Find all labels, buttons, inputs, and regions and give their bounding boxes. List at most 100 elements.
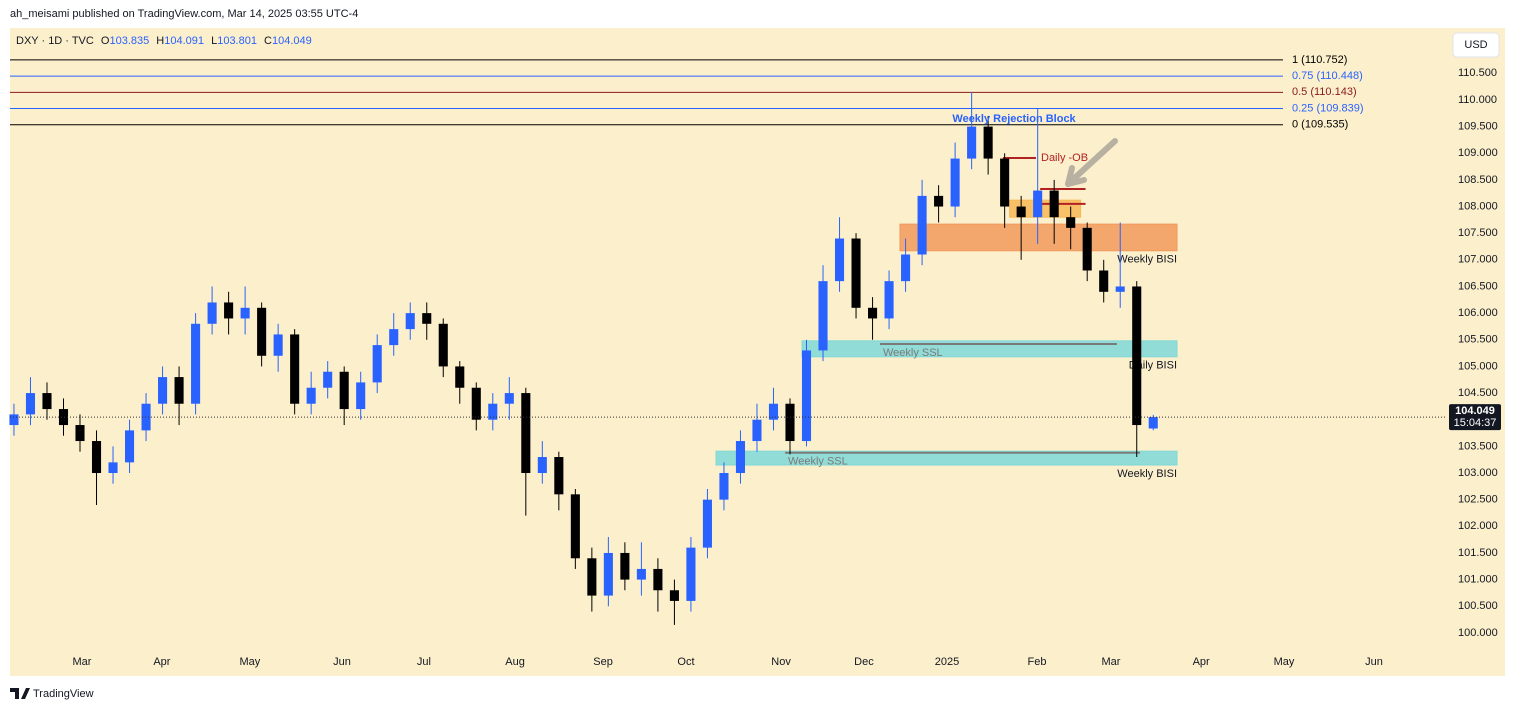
candle-body <box>1016 206 1026 218</box>
y-tick-label: 100.500 <box>1458 600 1498 612</box>
candle-body <box>1099 270 1109 292</box>
y-tick-label: 107.500 <box>1458 227 1498 239</box>
candle-body <box>306 387 316 404</box>
candle-body <box>950 158 960 207</box>
candle-body <box>587 558 597 596</box>
candle-body <box>537 457 547 474</box>
ohlc-value: 104.049 <box>272 35 312 47</box>
candle-body <box>438 323 448 367</box>
y-tick-label: 108.000 <box>1458 200 1498 212</box>
tv-logo <box>10 688 30 699</box>
candle-body <box>9 414 19 426</box>
candle-body <box>570 494 580 559</box>
ohlc-label: O <box>101 35 110 47</box>
y-tick-label: 101.500 <box>1458 547 1498 559</box>
fib-label: 0.75 (110.448) <box>1292 70 1363 82</box>
footer-brand: TradingView <box>33 688 94 700</box>
candle-body <box>323 371 333 388</box>
countdown: 15:04:37 <box>1454 417 1497 429</box>
arrow <box>1065 138 1118 187</box>
candle-body <box>702 499 712 548</box>
legend-header: DXY · 1D · TVC O103.835 H104.091 L103.80… <box>16 35 312 47</box>
candle-body <box>934 195 944 207</box>
y-tick-label: 110.500 <box>1458 67 1497 79</box>
ohlc-label: L <box>211 35 217 47</box>
candle-body <box>967 126 977 159</box>
y-tick-label: 102.000 <box>1458 520 1498 532</box>
fib-label: 0 (109.535) <box>1292 119 1348 131</box>
fib-label: 1 (110.752) <box>1292 54 1347 66</box>
candle-body <box>455 366 465 388</box>
ohlc-value: 104.091 <box>164 35 204 47</box>
candle-body <box>1000 158 1010 207</box>
y-tick-label: 107.000 <box>1458 254 1498 266</box>
candle-body <box>191 323 201 404</box>
candle-body <box>834 238 845 282</box>
fib-label: 0.5 (110.143) <box>1292 86 1357 98</box>
candle-body <box>174 377 184 404</box>
candle-body <box>983 126 993 159</box>
candle-body <box>1033 190 1043 218</box>
candle-body <box>257 307 267 356</box>
x-tick-label: Sep <box>593 656 613 668</box>
candle-body <box>636 568 646 580</box>
candle-body <box>735 441 746 474</box>
ohlc-label: H <box>156 35 164 47</box>
zone <box>715 450 1178 466</box>
candle-body <box>653 568 663 591</box>
publisher: ah_meisami published on TradingView.com,… <box>10 8 358 20</box>
candle-body <box>669 590 679 601</box>
candle-body <box>108 462 118 474</box>
candle-body <box>422 313 432 324</box>
y-tick-label: 106.500 <box>1458 280 1498 292</box>
y-tick-label: 106.000 <box>1458 307 1498 319</box>
level-label: Weekly SSL <box>883 347 943 359</box>
candle-body <box>603 552 613 596</box>
candle-body <box>372 345 382 383</box>
candle-body <box>1049 190 1059 218</box>
candle-body <box>141 403 151 431</box>
candle-body <box>356 382 366 410</box>
y-tick-label: 109.000 <box>1458 147 1498 159</box>
x-tick-label: Jun <box>333 656 351 668</box>
candle-body <box>868 307 878 319</box>
candle-body <box>917 195 927 255</box>
candle-body <box>719 473 729 500</box>
level-label: Weekly SSL <box>788 456 848 468</box>
candle-body <box>91 441 102 474</box>
candle-body <box>240 307 250 319</box>
last-price-box <box>1449 404 1501 431</box>
y-tick-label: 104.500 <box>1458 387 1498 399</box>
candle-body <box>521 393 531 474</box>
level-label: Daily -OB <box>1041 152 1088 164</box>
candle-body <box>75 425 85 442</box>
candle-body <box>389 329 399 346</box>
candle-body <box>224 302 234 319</box>
candle-body <box>273 334 283 356</box>
candle-body <box>1132 286 1142 426</box>
currency-button[interactable] <box>1452 32 1500 58</box>
candle-body <box>785 403 795 442</box>
x-tick-label: Oct <box>677 656 694 668</box>
y-tick-label: 103.500 <box>1458 440 1498 452</box>
y-tick-label: 110.000 <box>1458 94 1497 106</box>
candle-body <box>620 552 630 580</box>
candle-body <box>686 547 696 601</box>
candle-body <box>901 254 911 282</box>
y-tick-label: 102.500 <box>1458 494 1498 506</box>
x-tick-label: Jun <box>1365 656 1383 668</box>
candle-body <box>554 457 564 495</box>
candle-body <box>339 371 349 410</box>
candle-body <box>801 350 812 442</box>
candle-body <box>125 430 135 463</box>
candle-body <box>488 403 498 420</box>
fib-label: 0.25 (109.839) <box>1292 102 1364 114</box>
x-tick-label: Nov <box>771 656 791 668</box>
x-tick-label: Apr <box>1193 656 1210 668</box>
x-tick-label: Apr <box>153 656 170 668</box>
ohlc-value: 103.801 <box>217 35 257 47</box>
x-tick-label: Feb <box>1028 656 1047 668</box>
y-tick-label: 100.000 <box>1458 627 1498 639</box>
